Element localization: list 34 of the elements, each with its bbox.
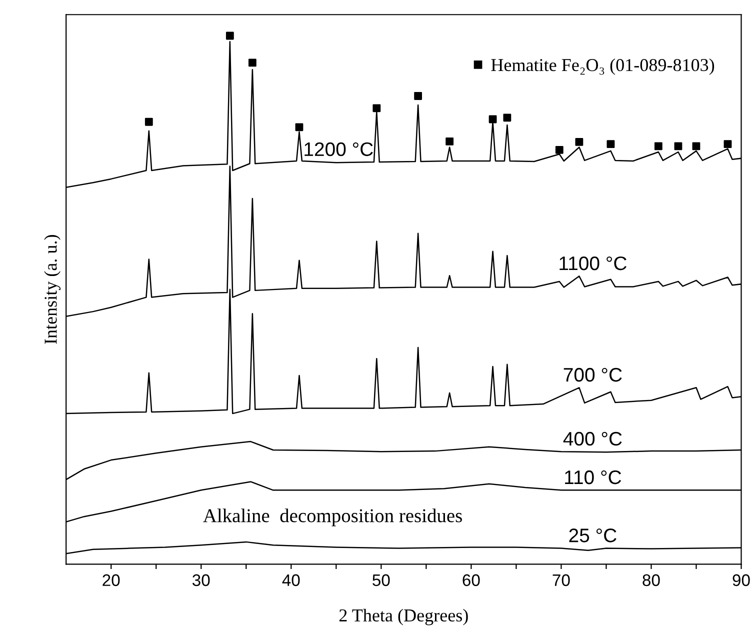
series-label: 1200 °C [304,142,373,156]
point [295,123,304,132]
x-tick-label: 40 [282,574,300,586]
point [724,140,732,148]
point [555,146,564,154]
point [144,118,153,126]
series-label: 1100 °C [560,256,626,270]
x-axis-title: 2 Theta (Degrees) [339,608,468,626]
y-axis-title: Intensity (a. u.) [44,235,61,344]
point [226,32,234,40]
series-label: 700 °C [564,368,622,382]
x-tick-label: 90 [732,574,750,586]
annotation: Alkaline decomposition residues [203,508,462,526]
point [446,137,454,146]
x-tick-label: 50 [372,574,390,586]
point [606,140,615,148]
point [575,138,584,146]
series-label: 25 °C [569,528,616,542]
series-label: 110 °C [565,470,622,484]
x-tick-label: 60 [462,574,480,586]
point [674,142,682,150]
legend-label: Hematite Fe₂O₃ (01-089-8103) [491,58,714,75]
x-tick-label: 70 [552,574,570,586]
point [503,114,512,122]
point [414,92,422,100]
series-label: 400 °C [563,432,622,446]
point [654,142,662,150]
point [248,58,256,67]
x-tick-label: 30 [192,574,210,586]
x-tick-label: 20 [102,574,120,586]
x-tick-label: 80 [642,574,660,586]
point [488,115,497,124]
point [372,104,381,112]
point [692,142,700,150]
